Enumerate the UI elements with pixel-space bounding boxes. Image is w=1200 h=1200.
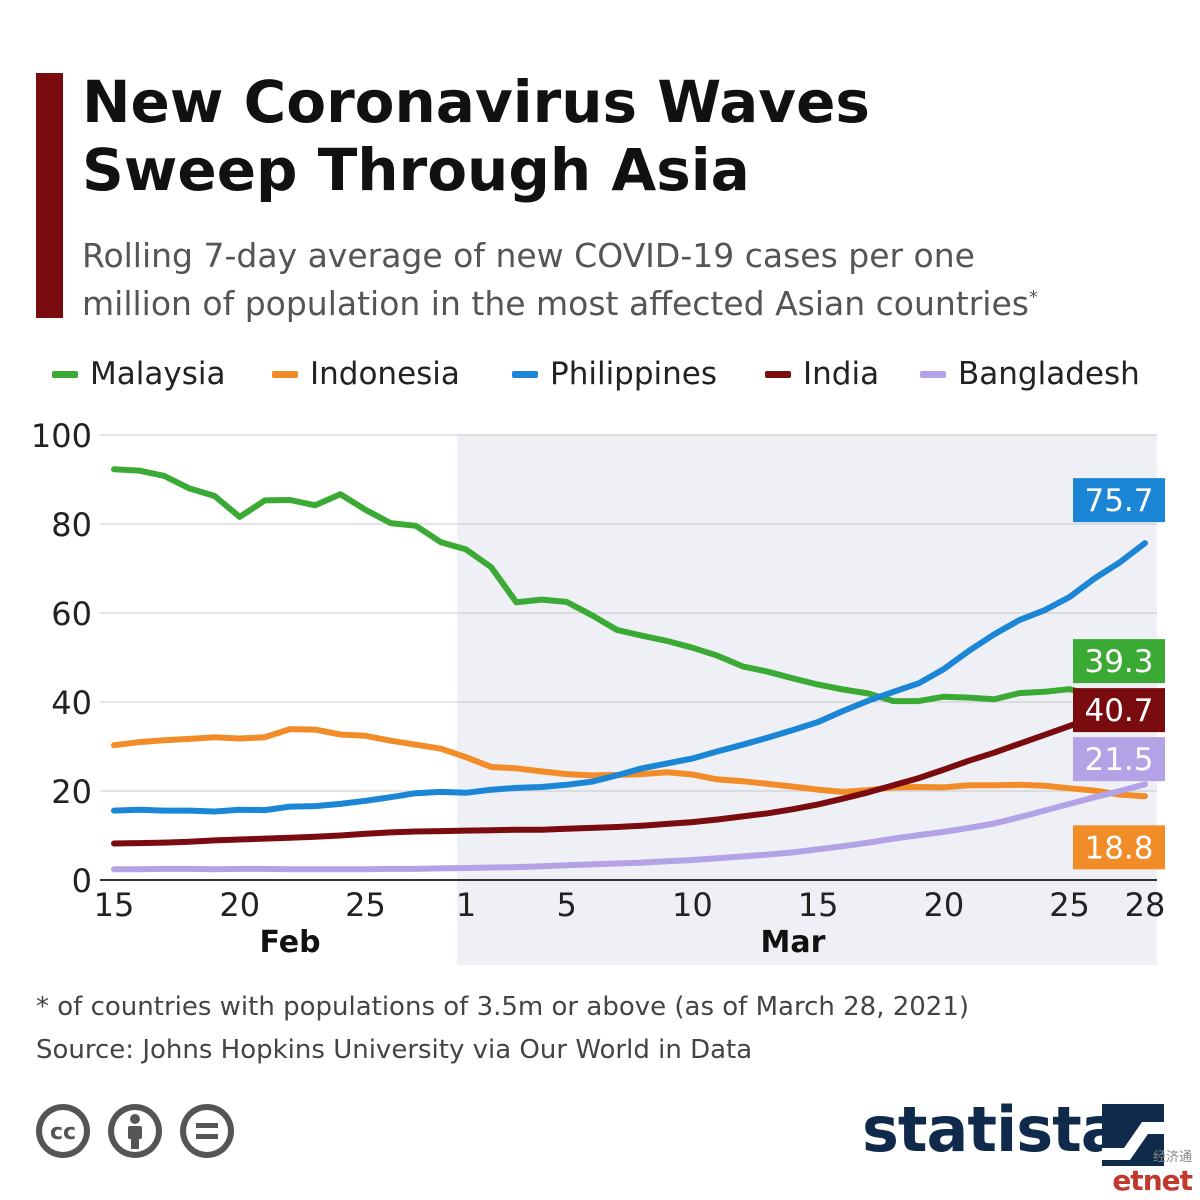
end-label-bg-philippines <box>1073 478 1165 523</box>
x-tick-label: 25 <box>345 886 386 924</box>
title-line-1: New Coronavirus Waves <box>82 68 870 136</box>
x-tick-label: 25 <box>1049 886 1090 924</box>
x-tick-label: 10 <box>672 886 713 924</box>
legend-swatch-philippines <box>512 371 538 378</box>
watermark-etnet: etnet <box>1112 1164 1193 1197</box>
watermark: 经济通 etnet <box>1112 1150 1193 1197</box>
end-label-bg-indonesia <box>1073 825 1165 870</box>
end-label-malaysia: 39.3 <box>1084 644 1153 680</box>
legend-swatch-indonesia <box>272 371 298 378</box>
end-label-bg-india <box>1073 688 1165 733</box>
attribution-icon <box>108 1104 162 1158</box>
title-line-2: Sweep Through Asia <box>82 136 750 204</box>
footnote: * of countries with populations of 3.5m … <box>36 992 970 1022</box>
legend-swatch-malaysia <box>52 371 78 378</box>
month-label-feb: Feb <box>259 925 320 960</box>
legend-label-india: India <box>803 356 880 392</box>
series-line-malaysia <box>111 466 1148 709</box>
y-tick-label: 0 <box>72 862 92 900</box>
subtitle-line-1: Rolling 7-day average of new COVID-19 ca… <box>82 236 975 275</box>
svg-text:cc: cc <box>50 1120 76 1145</box>
x-tick-label: 20 <box>219 886 260 924</box>
y-tick-label: 40 <box>51 684 92 722</box>
legend-label-philippines: Philippines <box>550 356 718 392</box>
subtitle-line-2-text: million of population in the most affect… <box>82 284 1029 323</box>
x-tick-label: 28 <box>1125 886 1166 924</box>
month-label-mar: Mar <box>760 925 825 960</box>
x-tick-label: 1 <box>456 886 476 924</box>
title-accent-bar <box>36 73 63 318</box>
chart-subtitle: Rolling 7-day average of new COVID-19 ca… <box>82 232 1182 328</box>
no-derivatives-icon <box>180 1104 234 1158</box>
x-tick-label: 15 <box>798 886 839 924</box>
series-line-india <box>111 695 1148 847</box>
subtitle-footnote-marker: * <box>1028 287 1038 308</box>
end-label-bangladesh: 21.5 <box>1084 742 1153 778</box>
end-label-india: 40.7 <box>1084 693 1153 729</box>
legend-swatch-bangladesh <box>920 371 946 378</box>
shaded-period <box>457 435 1157 965</box>
source-note: Source: Johns Hopkins University via Our… <box>36 1035 753 1065</box>
x-tick-label: 20 <box>923 886 964 924</box>
end-label-bg-bangladesh <box>1073 737 1165 782</box>
x-tick-label: 5 <box>556 886 576 924</box>
watermark-cjk: 经济通 <box>1152 1150 1192 1165</box>
end-label-bg-malaysia <box>1073 639 1165 684</box>
end-label-indonesia: 18.8 <box>1084 830 1153 866</box>
x-tick-label: 15 <box>94 886 135 924</box>
y-tick-label: 80 <box>51 506 92 544</box>
legend-label-malaysia: Malaysia <box>90 356 226 392</box>
cc-icon: cc <box>36 1104 90 1158</box>
legend-label-indonesia: Indonesia <box>310 356 460 392</box>
series-line-bangladesh <box>111 781 1148 873</box>
legend-label-bangladesh: Bangladesh <box>958 356 1140 392</box>
legend-swatch-india <box>765 371 791 378</box>
subtitle-line-2: million of population in the most affect… <box>82 280 1182 328</box>
statista-mark-icon <box>1102 1104 1164 1166</box>
y-tick-label: 20 <box>51 773 92 811</box>
chart-title: New Coronavirus Waves Sweep Through Asia <box>82 68 870 204</box>
series-line-philippines <box>111 540 1148 815</box>
y-tick-label: 60 <box>51 595 92 633</box>
end-label-philippines: 75.7 <box>1084 483 1153 519</box>
brand-wordmark: statista <box>862 1093 1123 1166</box>
y-tick-label: 100 <box>31 417 92 455</box>
